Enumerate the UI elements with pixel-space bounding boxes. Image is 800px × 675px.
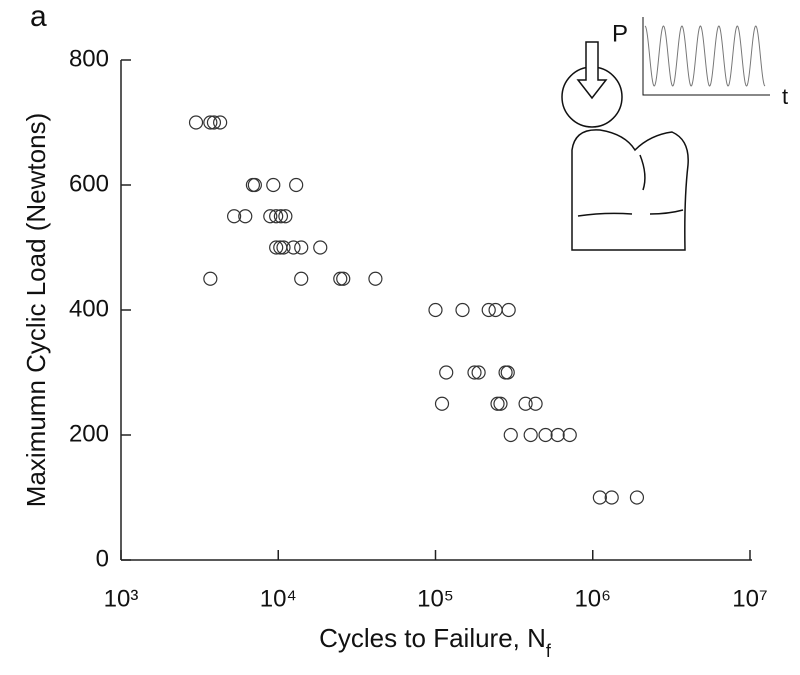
point [294,271,309,286]
y-axis-label: Maximumn Cyclic Load (Newtons) [21,113,51,507]
point [273,209,289,224]
load-label: P [612,20,628,47]
time-label: t [782,84,788,109]
point [238,209,253,224]
y-tick-label: 800 [69,45,109,72]
point [629,490,645,505]
point [213,115,228,130]
inset-axes [642,17,770,96]
x-axis-label-subscript: f [546,641,552,661]
y-tick-label: 0 [96,545,109,572]
point [550,427,565,443]
point [538,427,553,443]
point [286,240,301,255]
point [206,115,222,130]
inset [561,17,770,251]
point [313,240,328,255]
point [528,396,543,411]
load-wave [644,25,766,87]
y-tick-label: 400 [69,295,109,322]
load-arrow [576,41,608,100]
x-tick-label: 10⁶ [574,585,611,612]
point [428,302,443,318]
x-tick-label: 10⁴ [260,585,297,612]
panel-label: a [30,0,47,33]
y-tick-label: 600 [69,170,109,197]
point [263,209,278,224]
x-axis-label: Cycles to Failure, Nf [319,623,552,661]
point [592,490,607,505]
point [247,177,262,193]
point [336,271,351,286]
point [333,271,348,286]
point [518,396,533,411]
x-tick-label: 10⁷ [732,585,767,612]
x-axis-label-main: Cycles to Failure, N [319,623,546,653]
point [493,396,508,411]
tooth-crack [639,154,646,191]
point [276,240,291,255]
point [266,177,281,193]
point [203,271,218,286]
point [503,427,518,443]
point [455,302,470,318]
tooth-interface [577,209,684,217]
x-tick-label: 10³ [104,585,139,612]
point [289,177,304,193]
tooth [571,129,689,251]
point [368,271,383,286]
point [562,427,577,443]
point [471,365,486,380]
point [501,302,516,318]
point [203,115,218,130]
point [269,240,284,255]
point [434,396,450,411]
point [481,302,496,318]
point [490,396,505,411]
point [467,365,482,380]
point [278,209,293,224]
point [188,115,204,130]
point [294,240,309,255]
point [604,490,619,505]
point [500,365,515,380]
point [227,209,242,224]
x-tick-label: 10⁵ [417,585,454,612]
point [439,365,454,380]
point [269,209,284,224]
y-tick-label: 200 [69,420,109,447]
point [523,427,538,443]
